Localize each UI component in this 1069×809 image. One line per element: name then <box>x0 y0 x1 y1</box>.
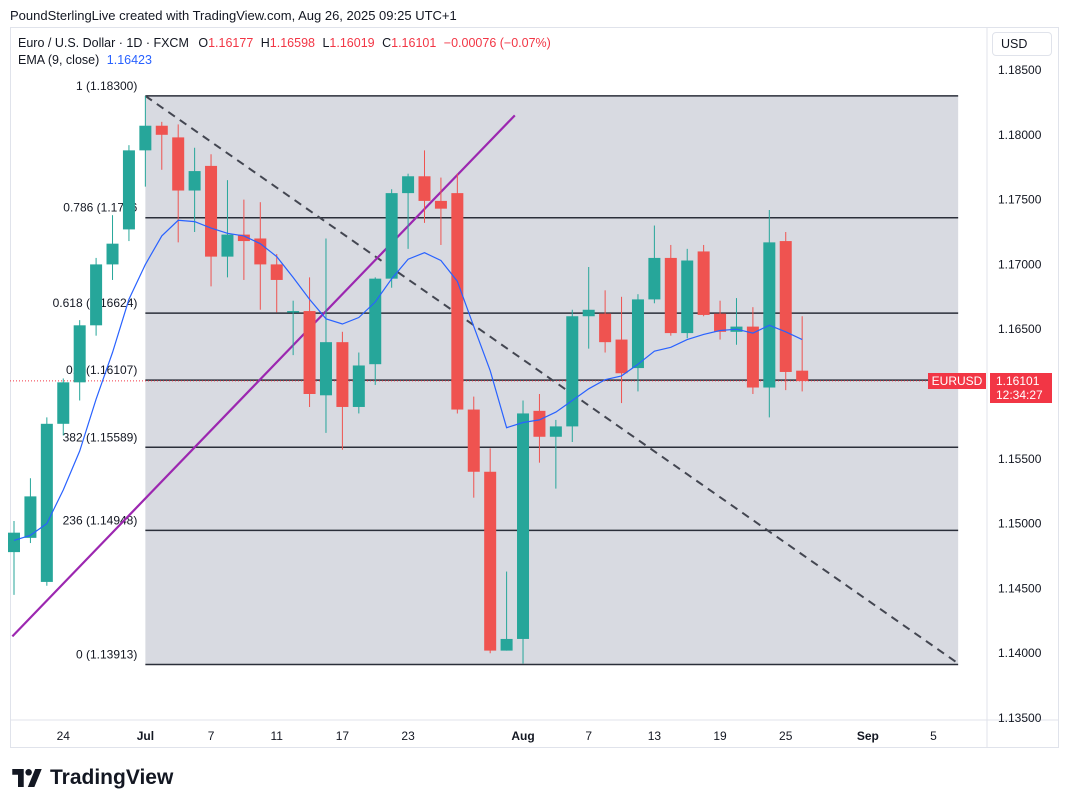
brand-name: TradingView <box>50 766 174 789</box>
last-price-value: 1.16101 <box>996 374 1040 388</box>
change-value: −0.00076 (−0.07%) <box>443 36 551 50</box>
currency-button[interactable]: USD <box>992 32 1052 56</box>
ohlc-legend: Euro / U.S. Dollar · 1D · FXCM O1.16177 … <box>18 36 551 50</box>
tradingview-logo-icon <box>12 769 42 787</box>
low-label: L <box>322 36 330 50</box>
open-label: O <box>198 36 209 50</box>
symbol-title[interactable]: Euro / U.S. Dollar · 1D · FXCM <box>18 36 189 50</box>
close-label: C <box>382 36 392 50</box>
close-value: 1.16101 <box>391 36 437 50</box>
open-value: 1.16177 <box>208 36 254 50</box>
tradingview-logo[interactable]: TradingView <box>12 766 173 790</box>
ema-label: EMA (9, close) <box>18 53 100 67</box>
ema-legend[interactable]: EMA (9, close) 1.16423 <box>18 53 152 67</box>
high-value: 1.16598 <box>269 36 315 50</box>
low-value: 1.16019 <box>329 36 375 50</box>
high-label: H <box>260 36 270 50</box>
chart-frame <box>10 27 1059 748</box>
last-price-tag: 1.16101 12:34:27 <box>990 373 1052 403</box>
bar-countdown: 12:34:27 <box>996 388 1043 402</box>
ema-value: 1.16423 <box>106 53 152 67</box>
chart-credit: PoundSterlingLive created with TradingVi… <box>10 8 457 23</box>
symbol-price-tag: EURUSD <box>928 373 986 389</box>
